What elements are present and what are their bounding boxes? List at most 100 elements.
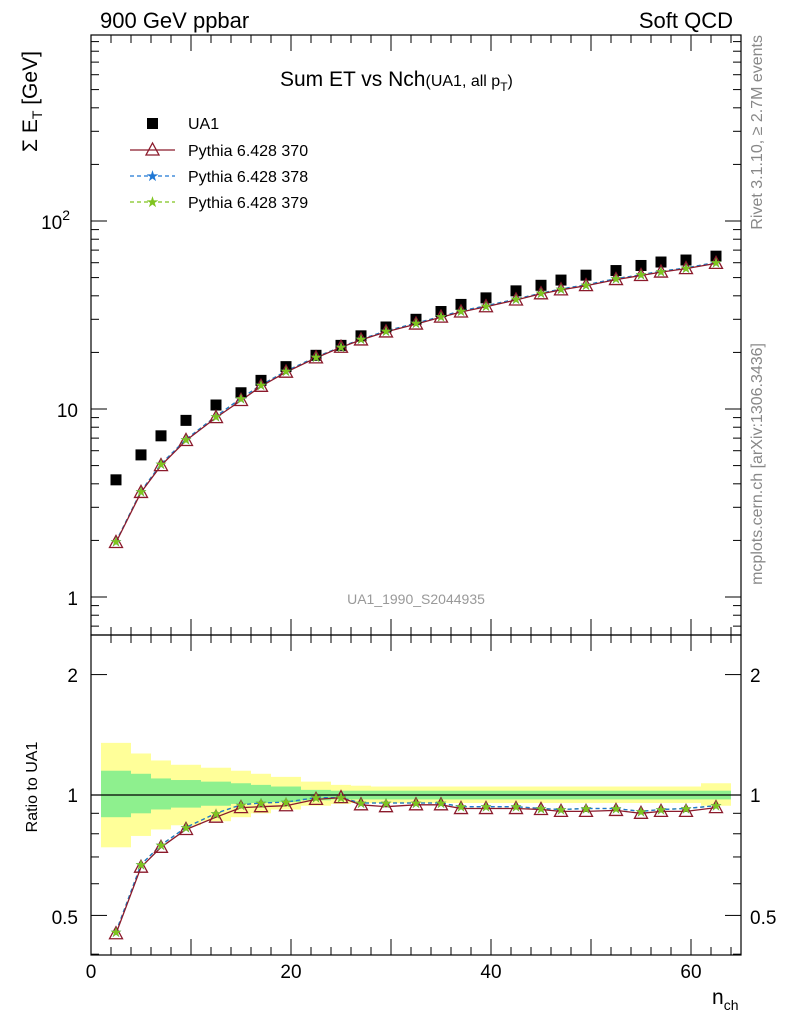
- ratio-p379-point: ★: [155, 837, 168, 853]
- ytick-label-1: 1: [67, 589, 78, 610]
- p370-point: [653, 263, 669, 278]
- ua1-point: [680, 254, 692, 266]
- ratio-p378-point: ★: [435, 795, 448, 811]
- p378-point: ★: [535, 285, 548, 301]
- ratio-p378-point: ★: [610, 801, 623, 817]
- ua1-point: [610, 265, 622, 277]
- ua1-point: [380, 321, 392, 333]
- ratio-p378-point: ★: [280, 794, 293, 810]
- legend: UA1 Pythia 6.428 370 ★ Pythia 6.428 378 …: [130, 116, 308, 212]
- ratio-p379-point: ★: [135, 857, 148, 873]
- ratio-p370-point: [533, 801, 549, 816]
- p378-point: ★: [235, 390, 248, 406]
- header-right-label: Soft QCD: [639, 8, 733, 33]
- p370-point: [633, 267, 649, 282]
- ua1-point: [110, 474, 122, 486]
- p370-point: [208, 409, 224, 424]
- ratio-p379-point: ★: [180, 819, 193, 835]
- legend-marker-p370: [144, 141, 161, 156]
- ratio-ytick-label-2-right: 2: [750, 666, 761, 687]
- ua1-point: [410, 313, 422, 325]
- ratio-p378-point: ★: [680, 801, 693, 817]
- legend-marker-p379: ★: [146, 194, 159, 211]
- p378-point: ★: [255, 377, 268, 393]
- ua1-point: [180, 414, 192, 426]
- ratio-p370-point: [278, 797, 294, 812]
- p379-point: ★: [235, 390, 248, 406]
- ratio-p378-point: ★: [510, 799, 523, 815]
- p378-point: ★: [580, 277, 593, 293]
- ratio-p370-point: [378, 798, 394, 813]
- ratio-p370-point: [608, 802, 624, 817]
- p379-point: ★: [435, 308, 448, 324]
- p370-point: [408, 315, 424, 330]
- p370-point: [153, 457, 169, 472]
- ratio-p370-point: [453, 800, 469, 815]
- ratio-axis-ticks: [90, 635, 741, 955]
- ratio-p379-point: ★: [335, 790, 348, 806]
- p378-point: ★: [655, 263, 668, 279]
- p370-point: [453, 303, 469, 318]
- p370-point: [678, 260, 694, 275]
- p378-point: ★: [380, 323, 393, 339]
- p370-point: [353, 331, 369, 346]
- xtick-label-20: 20: [280, 962, 301, 983]
- ratio-p370-point: [678, 803, 694, 818]
- p370-point: [508, 291, 524, 306]
- p379-point: ★: [480, 298, 493, 314]
- ratio-p378-point: ★: [180, 819, 193, 835]
- p370-point: [278, 363, 294, 378]
- p378-point: ★: [710, 254, 723, 270]
- p370-point: [578, 277, 594, 292]
- ratio-p379-point: ★: [355, 795, 368, 811]
- band-inner-bin: [131, 773, 151, 814]
- legend-label-p370: Pythia 6.428 370: [188, 143, 308, 160]
- p379-point: ★: [580, 277, 593, 293]
- ratio-p379-point: ★: [635, 803, 648, 819]
- p379-point: ★: [510, 291, 523, 307]
- band-inner-bin: [231, 783, 251, 804]
- ratio-p378-point: ★: [635, 803, 648, 819]
- ratio-p378-point: ★: [455, 799, 468, 815]
- ua1-point: [135, 449, 147, 461]
- p378-point: ★: [555, 281, 568, 297]
- ratio-ytick-label-2: 2: [67, 666, 78, 687]
- p379-point: ★: [355, 331, 368, 347]
- xtick-label-0: 0: [86, 962, 97, 983]
- p379-point: ★: [555, 281, 568, 297]
- ratio-p370-point: [633, 804, 649, 819]
- ratio-p370-point: [108, 925, 124, 940]
- ratio-p378-point: ★: [535, 801, 548, 817]
- ratio-p379-point: ★: [535, 801, 548, 817]
- ratio-p378-point: ★: [410, 795, 423, 811]
- ratio-p378-point: ★: [335, 790, 348, 806]
- ua1-point: [655, 256, 667, 268]
- ratio-p378-point: ★: [380, 795, 393, 811]
- ratio-p378-point: ★: [110, 924, 123, 940]
- ratio-p379-point: ★: [110, 924, 123, 940]
- p378-point: ★: [280, 363, 293, 379]
- ratio-p370-point: [708, 799, 724, 814]
- ratio-p379-point: ★: [435, 795, 448, 811]
- p370-point: [178, 432, 194, 447]
- p378-point: ★: [210, 408, 223, 424]
- ratio-p370-point: [153, 838, 169, 853]
- chart-title: Sum ET vs Nch(UA1, all pT): [280, 68, 513, 94]
- band-inner-bin: [151, 778, 171, 810]
- ratio-p378-point: ★: [710, 798, 723, 814]
- ratio-p378-point: ★: [580, 801, 593, 817]
- p370-point: [708, 255, 724, 270]
- ratio-p379-point: ★: [480, 799, 493, 815]
- ratio-p379-point: ★: [610, 801, 623, 817]
- ratio-p379-point: ★: [410, 795, 423, 811]
- main-series: ★★★★★★★★★★ ★★ ★ ★ ★ ★ ★ ★ ★ ★ ★ ★ ★ ★ ★★★★★★★★★★★ ★★ ★ ★ ★…: [108, 250, 724, 550]
- band-inner-bin: [171, 780, 201, 808]
- p378-point: ★: [480, 298, 493, 314]
- ratio-p370-point: [333, 789, 349, 804]
- p378-point: ★: [610, 271, 623, 287]
- main-axis-ticks: [90, 35, 741, 635]
- ratio-series: ★★★★★★ ★ ★ ★ ★ ★ ★ ★ ★ ★ ★ ★ ★ ★ ★ ★ ★ ★ ★ ★★★★★★★ ★ ★ ★ ★ ★ ★ ★ ★ ★…: [108, 789, 724, 940]
- ytick-label-10: 10: [57, 401, 78, 422]
- xtick-label-40: 40: [480, 962, 501, 983]
